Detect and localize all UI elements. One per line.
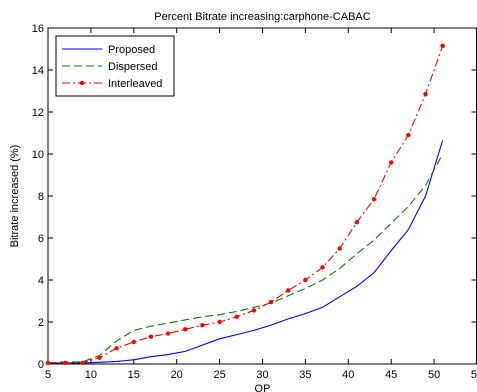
data-point <box>389 160 394 165</box>
x-tick-label: 45 <box>385 369 397 381</box>
y-tick-label: 2 <box>38 317 44 329</box>
data-point <box>165 331 171 336</box>
series-layer <box>45 43 445 366</box>
y-tick-label: 16 <box>32 23 44 35</box>
y-tick-label: 6 <box>38 233 44 245</box>
x-tick-label: 35 <box>299 369 311 381</box>
x-tick-label: 50 <box>428 369 440 381</box>
data-point <box>371 196 377 202</box>
x-axis-label: QP <box>255 383 271 392</box>
data-point <box>217 319 222 325</box>
data-point <box>148 334 154 339</box>
y-tick-label: 14 <box>32 65 44 77</box>
legend-label: Interleaved <box>108 78 162 90</box>
data-point <box>62 360 68 366</box>
data-point <box>183 327 188 332</box>
y-axis-label: Bitrate increased (%) <box>9 145 21 248</box>
data-point <box>268 299 274 305</box>
x-tick-label: 15 <box>128 369 140 381</box>
x-tick-label: 10 <box>85 369 97 381</box>
axis-ticks: 5 10 15 20 25 30 35 40 45 50 55 0 2 4 6 8 10 12 14 16 <box>32 23 477 381</box>
x-tick-label: 55 <box>471 369 477 381</box>
data-point <box>131 339 136 345</box>
data-point <box>354 220 360 225</box>
x-tick-label: 20 <box>171 369 183 381</box>
legend-label: Proposed <box>108 44 155 56</box>
series-line <box>47 153 444 364</box>
data-point <box>97 355 102 360</box>
x-tick-label: 30 <box>256 369 268 381</box>
series-proposed <box>48 140 444 364</box>
data-point <box>337 246 342 251</box>
series-line <box>48 45 444 364</box>
data-point <box>423 91 428 97</box>
data-point <box>80 360 85 366</box>
data-point <box>286 288 291 293</box>
data-point <box>114 346 119 351</box>
data-point <box>303 277 308 283</box>
y-tick-label: 8 <box>38 191 44 203</box>
data-point <box>251 308 257 313</box>
chart-title: Percent Bitrate increasing:carphone-CABA… <box>154 11 370 23</box>
data-point <box>320 265 325 270</box>
data-point <box>45 360 51 366</box>
data-point <box>234 314 239 319</box>
y-tick-label: 4 <box>38 275 44 287</box>
x-tick-label: 40 <box>342 369 354 381</box>
series-interleaved <box>45 43 445 366</box>
data-point <box>406 132 411 138</box>
y-tick-label: 10 <box>32 149 44 161</box>
y-tick-label: 0 <box>38 359 44 371</box>
legend-marker <box>79 80 85 86</box>
data-point <box>440 43 445 49</box>
series-line <box>48 140 444 364</box>
data-point <box>200 322 205 328</box>
y-tick-label: 12 <box>32 107 44 119</box>
legend: Proposed Dispersed Interleaved <box>55 35 175 97</box>
legend-label: Dispersed <box>108 61 158 73</box>
x-tick-label: 25 <box>213 369 225 381</box>
series-dispersed <box>47 153 444 364</box>
x-tick-label: 5 <box>45 369 51 381</box>
